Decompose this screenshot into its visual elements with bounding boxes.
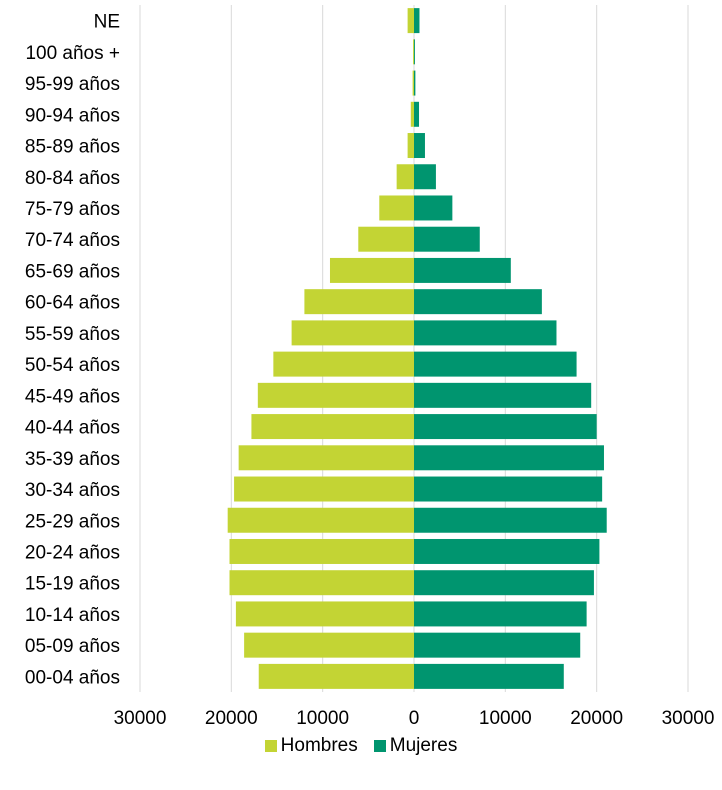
bar-hombres-18 [229, 570, 414, 596]
bar-hombres-20 [244, 632, 414, 658]
category-label-8: 65-69 años [25, 261, 120, 282]
bar-hombres-14 [238, 445, 414, 471]
x-tick-label-2: 10000 [296, 708, 349, 729]
bar-mujeres-17 [414, 538, 600, 564]
bar-mujeres-13 [414, 414, 597, 440]
bar-mujeres-6 [414, 195, 453, 221]
legend-label-hombres: Hombres [280, 735, 358, 756]
category-label-1: 100 años + [25, 43, 120, 64]
bar-mujeres-19 [414, 601, 587, 627]
legend-item-mujeres: Mujeres [373, 735, 458, 757]
category-label-7: 70-74 años [25, 230, 120, 251]
bar-mujeres-15 [414, 476, 603, 502]
category-label-2: 95-99 años [25, 74, 120, 95]
population-pyramid-chart: NE 100 años + 95-99 años 90-94 años 85-89 añ… [25, 5, 715, 729]
bar-hombres-10 [291, 320, 414, 346]
x-tick-label-0: 30000 [114, 708, 167, 729]
bar-hombres-7 [358, 226, 414, 252]
bar-hombres-2 [412, 70, 414, 96]
category-label-14: 35-39 años [25, 449, 120, 470]
category-label-0: NE [94, 12, 120, 33]
category-label-21: 00-04 años [25, 667, 120, 688]
category-label-20: 05-09 años [25, 636, 120, 657]
bar-mujeres-4 [414, 133, 425, 159]
bar-mujeres-14 [414, 445, 604, 471]
category-label-13: 40-44 años [25, 418, 120, 439]
bar-mujeres-8 [414, 257, 511, 283]
category-label-15: 30-34 años [25, 480, 120, 501]
bar-mujeres-21 [414, 663, 564, 689]
category-label-11: 50-54 años [25, 355, 120, 376]
bar-hombres-4 [407, 133, 414, 159]
legend-swatch-hombres [264, 740, 277, 752]
bar-mujeres-3 [414, 101, 420, 127]
bar-mujeres-5 [414, 164, 436, 190]
x-tick-label-6: 30000 [662, 708, 715, 729]
bar-hombres-19 [235, 601, 414, 627]
x-tick-labels: 30000 20000 10000 0 10000 20000 30000 [114, 708, 715, 729]
bar-mujeres-0 [414, 8, 420, 34]
bar-hombres-12 [257, 382, 414, 408]
category-label-4: 85-89 años [25, 137, 120, 158]
bar-mujeres-9 [414, 289, 542, 315]
category-labels: NE 100 años + 95-99 años 90-94 años 85-89 añ… [25, 12, 120, 689]
bar-mujeres-2 [414, 70, 416, 96]
bar-hombres-0 [407, 8, 414, 34]
category-label-5: 80-84 años [25, 168, 120, 189]
category-label-10: 55-59 años [25, 324, 120, 345]
bar-hombres-5 [396, 164, 414, 190]
bar-mujeres-18 [414, 570, 594, 596]
category-label-17: 20-24 años [25, 542, 120, 563]
bar-mujeres-16 [414, 507, 607, 533]
bar-hombres-15 [234, 476, 414, 502]
category-label-12: 45-49 años [25, 386, 120, 407]
category-label-3: 90-94 años [25, 105, 120, 126]
bar-hombres-8 [329, 257, 414, 283]
bar-mujeres-10 [414, 320, 557, 346]
bar-mujeres-12 [414, 382, 592, 408]
bar-hombres-1 [413, 39, 414, 65]
bar-mujeres-20 [414, 632, 581, 658]
legend-label-mujeres: Mujeres [389, 735, 458, 756]
category-label-9: 60-64 años [25, 293, 120, 314]
x-tick-label-5: 20000 [570, 708, 623, 729]
category-label-6: 75-79 años [25, 199, 120, 220]
bar-hombres-11 [273, 351, 414, 377]
bar-mujeres-11 [414, 351, 577, 377]
bar-mujeres-7 [414, 226, 480, 252]
bar-hombres-21 [258, 663, 414, 689]
x-tick-label-1: 20000 [205, 708, 258, 729]
bar-hombres-13 [251, 414, 414, 440]
bar-hombres-3 [410, 101, 414, 127]
bar-hombres-9 [304, 289, 414, 315]
bar-hombres-17 [229, 538, 414, 564]
category-label-18: 15-19 años [25, 574, 120, 595]
legend-swatch-mujeres [373, 740, 386, 752]
bars [227, 8, 607, 689]
x-tick-label-3: 0 [409, 708, 420, 729]
x-tick-label-4: 10000 [479, 708, 532, 729]
legend-item-hombres: Hombres [264, 735, 358, 757]
category-label-19: 10-14 años [25, 605, 120, 626]
bar-mujeres-1 [414, 39, 415, 65]
category-label-16: 25-29 años [25, 511, 120, 532]
bar-hombres-16 [227, 507, 414, 533]
bar-hombres-6 [379, 195, 414, 221]
legend: Hombres Mujeres [0, 735, 722, 757]
